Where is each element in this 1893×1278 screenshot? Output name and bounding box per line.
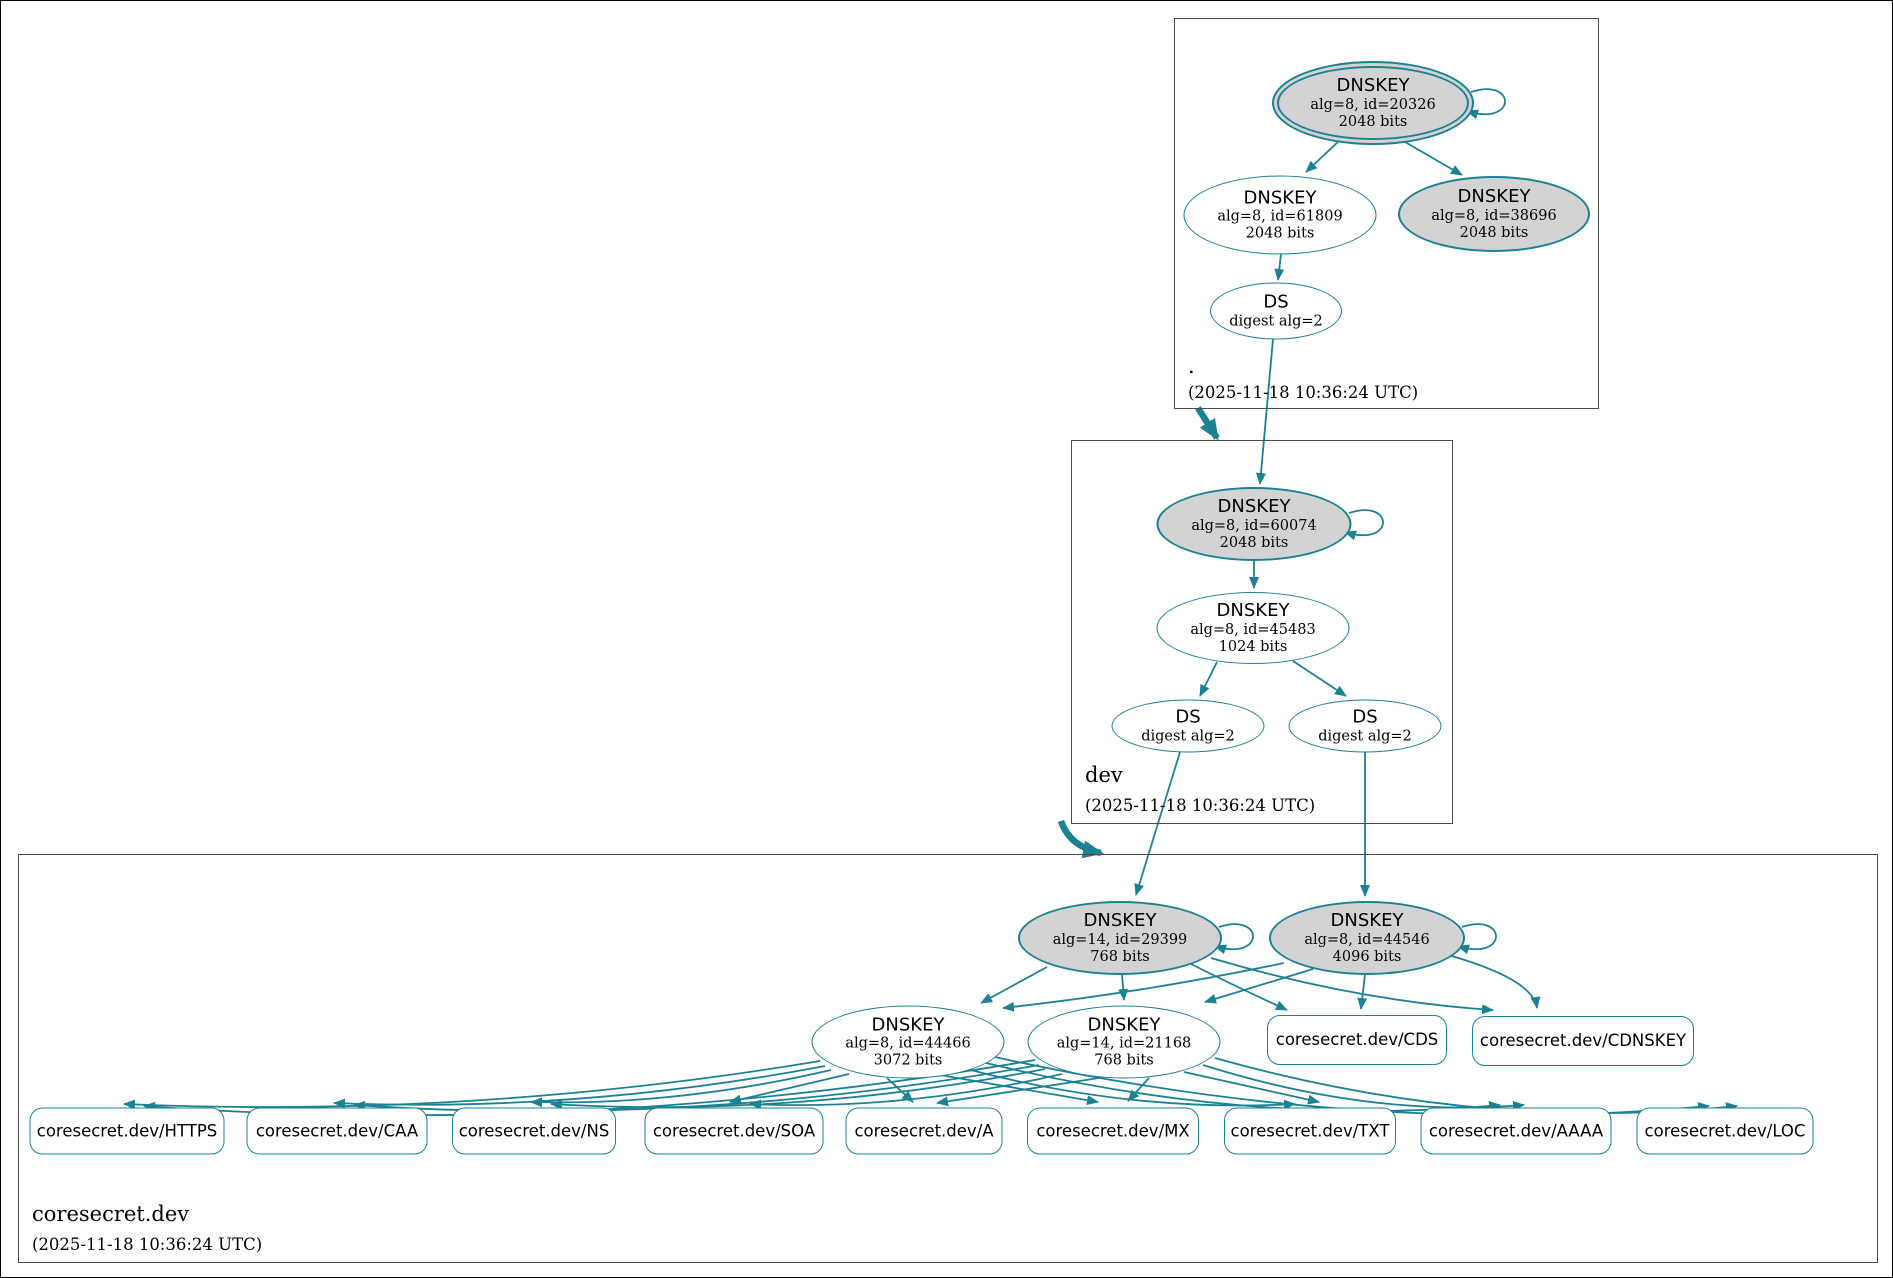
rrset-label: coresecret.dev/MX (1036, 1121, 1190, 1141)
node-detail: alg=8, id=20326 (1310, 96, 1436, 113)
node-title: DS (1175, 706, 1201, 728)
rrset-node-soa[interactable]: coresecret.dev/SOA (644, 1107, 824, 1155)
rrset-label: coresecret.dev/AAAA (1428, 1121, 1604, 1141)
zone-name-coresecret-dev: coresecret.dev (32, 1202, 190, 1226)
zone-name-root: . (1188, 354, 1195, 378)
rrset-node-ns[interactable]: coresecret.dev/NS (452, 1107, 616, 1155)
node-title: DNSKEY (1087, 1014, 1161, 1036)
node-title: DNSKEY (1216, 600, 1290, 622)
node-bits: 2048 bits (1219, 534, 1289, 551)
node-detail: alg=8, id=44546 (1304, 931, 1430, 948)
dnskey-node-61809[interactable]: DNSKEY alg=8, id=61809 2048 bits (1183, 175, 1377, 255)
dnskey-node-44546[interactable]: DNSKEY alg=8, id=44546 4096 bits (1269, 901, 1465, 975)
dnskey-node-44466[interactable]: DNSKEY alg=8, id=44466 3072 bits (811, 1005, 1005, 1079)
rrset-node-loc[interactable]: coresecret.dev/LOC (1636, 1107, 1814, 1155)
node-title: DNSKEY (1217, 496, 1291, 518)
zone-name-dev: dev (1085, 763, 1123, 787)
node-bits: 2048 bits (1245, 225, 1315, 242)
zone-box-root: . (2025-11-18 10:36:24 UTC) (1174, 18, 1599, 409)
node-title: DNSKEY (871, 1014, 945, 1036)
node-bits: 768 bits (1094, 1052, 1154, 1069)
node-title: DNSKEY (1330, 910, 1404, 932)
zone-timestamp-root: (2025-11-18 10:36:24 UTC) (1188, 383, 1419, 402)
ds-node-dev-right[interactable]: DS digest alg=2 (1288, 699, 1442, 753)
dnskey-node-21168[interactable]: DNSKEY alg=14, id=21168 768 bits (1027, 1005, 1221, 1079)
node-title: DNSKEY (1457, 186, 1531, 208)
ds-node-root[interactable]: DS digest alg=2 (1210, 282, 1342, 340)
zone-link-dev-coresecret (1057, 819, 1104, 859)
dnskey-node-29399[interactable]: DNSKEY alg=14, id=29399 768 bits (1018, 901, 1222, 975)
node-detail: alg=8, id=44466 (845, 1035, 971, 1052)
node-detail: digest alg=2 (1318, 728, 1412, 745)
rrset-label: coresecret.dev/CDS (1275, 1030, 1439, 1050)
node-detail: alg=8, id=38696 (1431, 207, 1557, 224)
node-detail: alg=14, id=21168 (1056, 1035, 1192, 1052)
node-detail: digest alg=2 (1141, 728, 1235, 745)
zone-box-coresecret-dev: coresecret.dev (2025-11-18 10:36:24 UTC) (18, 854, 1878, 1263)
node-detail: digest alg=2 (1229, 313, 1323, 330)
zone-link-root-dev (1195, 406, 1220, 441)
node-title: DS (1352, 706, 1378, 728)
node-detail: alg=8, id=61809 (1217, 208, 1343, 225)
rrset-node-cdnskey[interactable]: coresecret.dev/CDNSKEY (1472, 1016, 1694, 1066)
node-bits: 1024 bits (1218, 638, 1288, 655)
rrset-node-aaaa[interactable]: coresecret.dev/AAAA (1420, 1107, 1612, 1155)
node-bits: 3072 bits (873, 1052, 943, 1069)
node-title: DNSKEY (1083, 910, 1157, 932)
node-detail: alg=8, id=45483 (1190, 621, 1316, 638)
node-bits: 2048 bits (1459, 224, 1529, 241)
rrset-label: coresecret.dev/NS (458, 1121, 610, 1141)
node-detail: alg=14, id=29399 (1052, 931, 1188, 948)
node-title: DS (1263, 291, 1289, 313)
rrset-node-caa[interactable]: coresecret.dev/CAA (246, 1107, 428, 1155)
rrset-label: coresecret.dev/LOC (1644, 1121, 1806, 1141)
rrset-node-txt[interactable]: coresecret.dev/TXT (1224, 1107, 1396, 1155)
rrset-node-mx[interactable]: coresecret.dev/MX (1027, 1107, 1199, 1155)
rrset-node-a[interactable]: coresecret.dev/A (845, 1107, 1003, 1155)
rrset-node-https[interactable]: coresecret.dev/HTTPS (29, 1107, 225, 1155)
node-title: DNSKEY (1243, 187, 1317, 209)
node-bits: 4096 bits (1332, 948, 1402, 965)
dnskey-node-20326[interactable]: DNSKEY alg=8, id=20326 2048 bits (1272, 61, 1474, 145)
rrset-label: coresecret.dev/A (854, 1121, 994, 1141)
node-title: DNSKEY (1336, 75, 1410, 97)
rrset-label: coresecret.dev/TXT (1230, 1121, 1390, 1141)
node-bits: 2048 bits (1338, 113, 1408, 130)
rrset-label: coresecret.dev/CDNSKEY (1479, 1031, 1687, 1051)
rrset-label: coresecret.dev/CAA (255, 1121, 419, 1141)
rrset-label: coresecret.dev/HTTPS (36, 1121, 218, 1141)
zone-box-dev: dev (2025-11-18 10:36:24 UTC) (1071, 440, 1453, 824)
zone-timestamp-coresecret-dev: (2025-11-18 10:36:24 UTC) (32, 1235, 263, 1254)
dnskey-node-45483[interactable]: DNSKEY alg=8, id=45483 1024 bits (1156, 592, 1350, 664)
rrset-label: coresecret.dev/SOA (652, 1121, 816, 1141)
node-bits: 768 bits (1090, 948, 1150, 965)
dnskey-node-38696[interactable]: DNSKEY alg=8, id=38696 2048 bits (1398, 176, 1590, 252)
zone-timestamp-dev: (2025-11-18 10:36:24 UTC) (1085, 796, 1316, 815)
dnskey-node-60074[interactable]: DNSKEY alg=8, id=60074 2048 bits (1156, 487, 1352, 561)
rrset-node-cds[interactable]: coresecret.dev/CDS (1267, 1015, 1447, 1065)
node-detail: alg=8, id=60074 (1191, 517, 1317, 534)
ds-node-dev-left[interactable]: DS digest alg=2 (1111, 699, 1265, 753)
